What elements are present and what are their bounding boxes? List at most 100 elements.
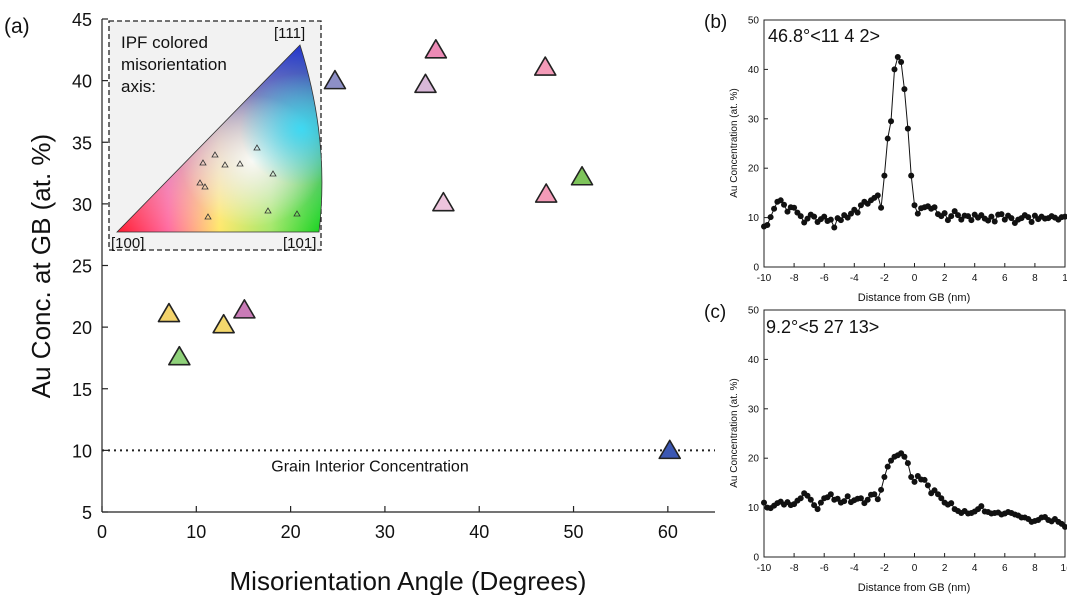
data-point: [1062, 213, 1067, 220]
data-point: [904, 460, 911, 467]
grain-interior-label: Grain Interior Concentration: [271, 458, 468, 475]
data-point: [878, 486, 885, 493]
data-point: [881, 473, 888, 480]
data-point: [871, 491, 878, 498]
x-tick-label: 30: [375, 522, 395, 542]
y-tick-label: 30: [72, 195, 92, 215]
data-point: [761, 499, 767, 506]
x-tick-label: 8: [1032, 273, 1038, 284]
inset-marker: [293, 210, 301, 217]
y-tick-label: 10: [748, 503, 760, 514]
y-tick-label: 45: [72, 10, 92, 30]
data-point: [847, 210, 854, 217]
data-point: [854, 209, 861, 216]
data-point: [911, 478, 918, 485]
data-point: [814, 506, 821, 513]
data-point: [968, 217, 975, 224]
y-tick-label: 0: [753, 553, 759, 564]
main-x-axis-label: Misorientation Angle (Degrees): [230, 566, 587, 595]
data-point: [1028, 219, 1035, 226]
data-point: [914, 210, 921, 217]
data-point: [888, 118, 895, 125]
y-tick-label: 20: [748, 164, 760, 175]
inset-title-line-3: axis:: [121, 77, 156, 96]
data-point: [817, 499, 824, 506]
y-tick-label: 30: [748, 404, 760, 415]
data-point: [658, 439, 682, 460]
data-point: [934, 491, 941, 498]
x-tick-label: 0: [912, 273, 918, 284]
panel-label-c: (c): [704, 302, 726, 323]
x-tick-label: -10: [757, 563, 772, 574]
data-point: [533, 56, 557, 76]
x-tick-label: 1(: [1061, 563, 1067, 574]
ipf-triangle: [116, 44, 323, 233]
y-tick-label: 50: [748, 306, 760, 317]
x-tick-label: -6: [820, 273, 829, 284]
reference-line-group: Grain Interior Concentration: [102, 449, 715, 475]
y-tick-label: 20: [748, 454, 760, 465]
data-point: [1008, 215, 1015, 222]
x-tick-label: -2: [880, 563, 889, 574]
main-chart: 0 10 20 30 40 50 60 5 10 15 20 25 30 35 40 45 Grain Int…: [26, 10, 715, 595]
inset-title-line-2: misorientation: [121, 55, 227, 74]
data-point: [424, 39, 448, 59]
data-point: [844, 493, 851, 500]
data-point: [804, 215, 811, 222]
inset-marker: [201, 183, 209, 190]
data-point: [948, 500, 955, 507]
x-tick-label: -8: [790, 563, 799, 574]
panel-c-title: 9.2°<5 27 13>: [766, 317, 879, 337]
panel-c-ticks: -10 -8 -6 -4 -2 0 2 4 6 8 1(0 10 20 30 40 50: [748, 306, 1067, 575]
inset-marker: [199, 159, 207, 166]
y-tick-label: 40: [72, 72, 92, 92]
x-tick-label: 0: [912, 563, 918, 574]
y-tick-label: 40: [748, 355, 760, 366]
data-point: [921, 476, 928, 483]
data-point: [894, 54, 901, 61]
panel-label-b: (b): [704, 12, 727, 33]
data-point: [323, 69, 347, 90]
data-point: [834, 495, 841, 502]
panel-b-title: 46.8°<11 4 2>: [768, 26, 880, 46]
y-tick-label: 15: [72, 380, 92, 400]
x-tick-label: -4: [850, 563, 859, 574]
data-point: [988, 213, 995, 220]
data-point: [954, 212, 961, 219]
y-tick-label: 25: [72, 257, 92, 277]
inset-marker: [204, 213, 212, 220]
panel-c-chart: -10 -8 -6 -4 -2 0 2 4 6 8 1(0 10 20 30 40 50 9.2°<5 27 …: [729, 306, 1067, 594]
y-tick-label: 5: [82, 503, 92, 523]
data-point: [804, 492, 811, 499]
corner-label-111: [111]: [274, 25, 305, 42]
data-point: [801, 219, 808, 226]
inset-markers: [196, 144, 301, 220]
data-point: [874, 496, 881, 503]
x-tick-label: 2: [942, 273, 948, 284]
data-point: [965, 213, 972, 220]
inset-marker: [269, 170, 277, 177]
panel-label-a: (a): [4, 15, 30, 38]
data-point: [1001, 216, 1008, 223]
panel-b-y-axis-label: Au Concentration (at. %): [729, 88, 740, 198]
data-point: [951, 208, 958, 215]
data-point: [898, 58, 905, 65]
inset-marker: [264, 207, 272, 214]
data-point: [901, 453, 908, 460]
ipf-inset: IPF colored misorientation axis: [111] […: [108, 20, 323, 252]
data-point: [827, 491, 834, 498]
x-tick-label: 20: [281, 522, 301, 542]
corner-label-100: [100]: [111, 235, 144, 252]
data-point: [891, 66, 898, 73]
y-tick-label: 30: [748, 114, 760, 125]
data-point: [570, 165, 594, 186]
panel-c-y-axis-label: Au Concentration (at. %): [729, 378, 740, 488]
data-point: [878, 204, 885, 211]
x-tick-label: -8: [790, 273, 799, 284]
x-tick-label: 2: [942, 563, 948, 574]
data-point: [881, 172, 888, 179]
x-tick-label: 1: [1062, 273, 1067, 284]
x-tick-label: 50: [564, 522, 584, 542]
x-tick-label: 10: [186, 522, 206, 542]
